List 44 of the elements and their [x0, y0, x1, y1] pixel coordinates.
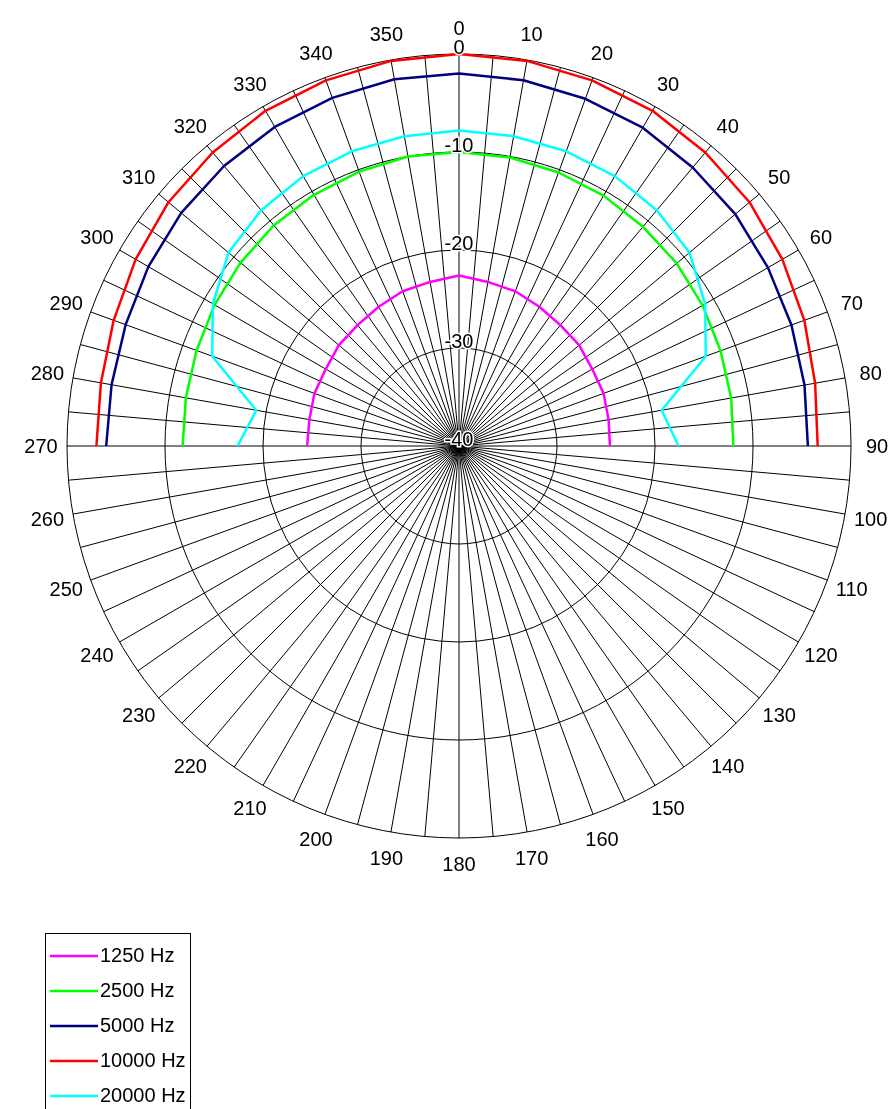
legend-label: 2500 Hz	[100, 979, 176, 1002]
legend-label: 10000 Hz	[100, 1049, 187, 1072]
spoke-label: 90	[865, 435, 889, 457]
spoke-label: 290	[49, 292, 83, 315]
spoke-label: 190	[369, 846, 404, 869]
spoke-label: 170	[514, 846, 549, 869]
spoke-label: 150	[651, 797, 685, 819]
y-tick-label: 0	[453, 17, 465, 39]
spoke-label: 180	[442, 853, 476, 875]
spoke-label: 220	[173, 755, 207, 778]
spoke-label: 160	[585, 827, 619, 850]
legend-label: 5000 Hz	[100, 1014, 176, 1037]
spoke-label: 120	[804, 644, 838, 666]
spoke-label: 60	[809, 226, 833, 248]
spoke-label: 330	[233, 73, 267, 95]
spoke-label: 50	[768, 166, 791, 189]
spoke-label: 210	[233, 797, 267, 819]
spoke-label: 200	[299, 827, 333, 850]
spoke-label: 240	[80, 644, 114, 666]
spoke-label: 260	[30, 507, 65, 530]
y-tick-label: -20	[444, 232, 474, 254]
spoke-label: 40	[716, 114, 739, 137]
spoke-label: 100	[853, 507, 888, 530]
spoke-label: 30	[656, 73, 680, 95]
spoke-label: 300	[80, 226, 114, 248]
spoke-label: 20	[590, 42, 614, 65]
spoke-label: 130	[762, 703, 796, 726]
spoke-label: 250	[49, 577, 83, 600]
y-tick-label: -40	[444, 428, 474, 450]
spoke-label: 80	[859, 362, 882, 385]
spoke-label: 350	[369, 23, 404, 46]
spoke-label: 70	[840, 292, 863, 315]
spoke-label: 110	[835, 577, 868, 600]
spoke-label: 10	[520, 23, 543, 46]
spoke-label: 280	[30, 362, 65, 385]
spoke-label: 340	[299, 42, 333, 65]
y-tick-label: -10	[444, 134, 474, 156]
spoke-label: 230	[122, 703, 156, 726]
legend-label: 20000 Hz	[100, 1084, 187, 1107]
spoke-label: 140	[711, 755, 745, 778]
spoke-label: 320	[173, 114, 207, 137]
legend-label: 1250 Hz	[100, 944, 176, 967]
spoke-label: 270	[24, 435, 58, 457]
spoke-label: 310	[122, 166, 156, 189]
